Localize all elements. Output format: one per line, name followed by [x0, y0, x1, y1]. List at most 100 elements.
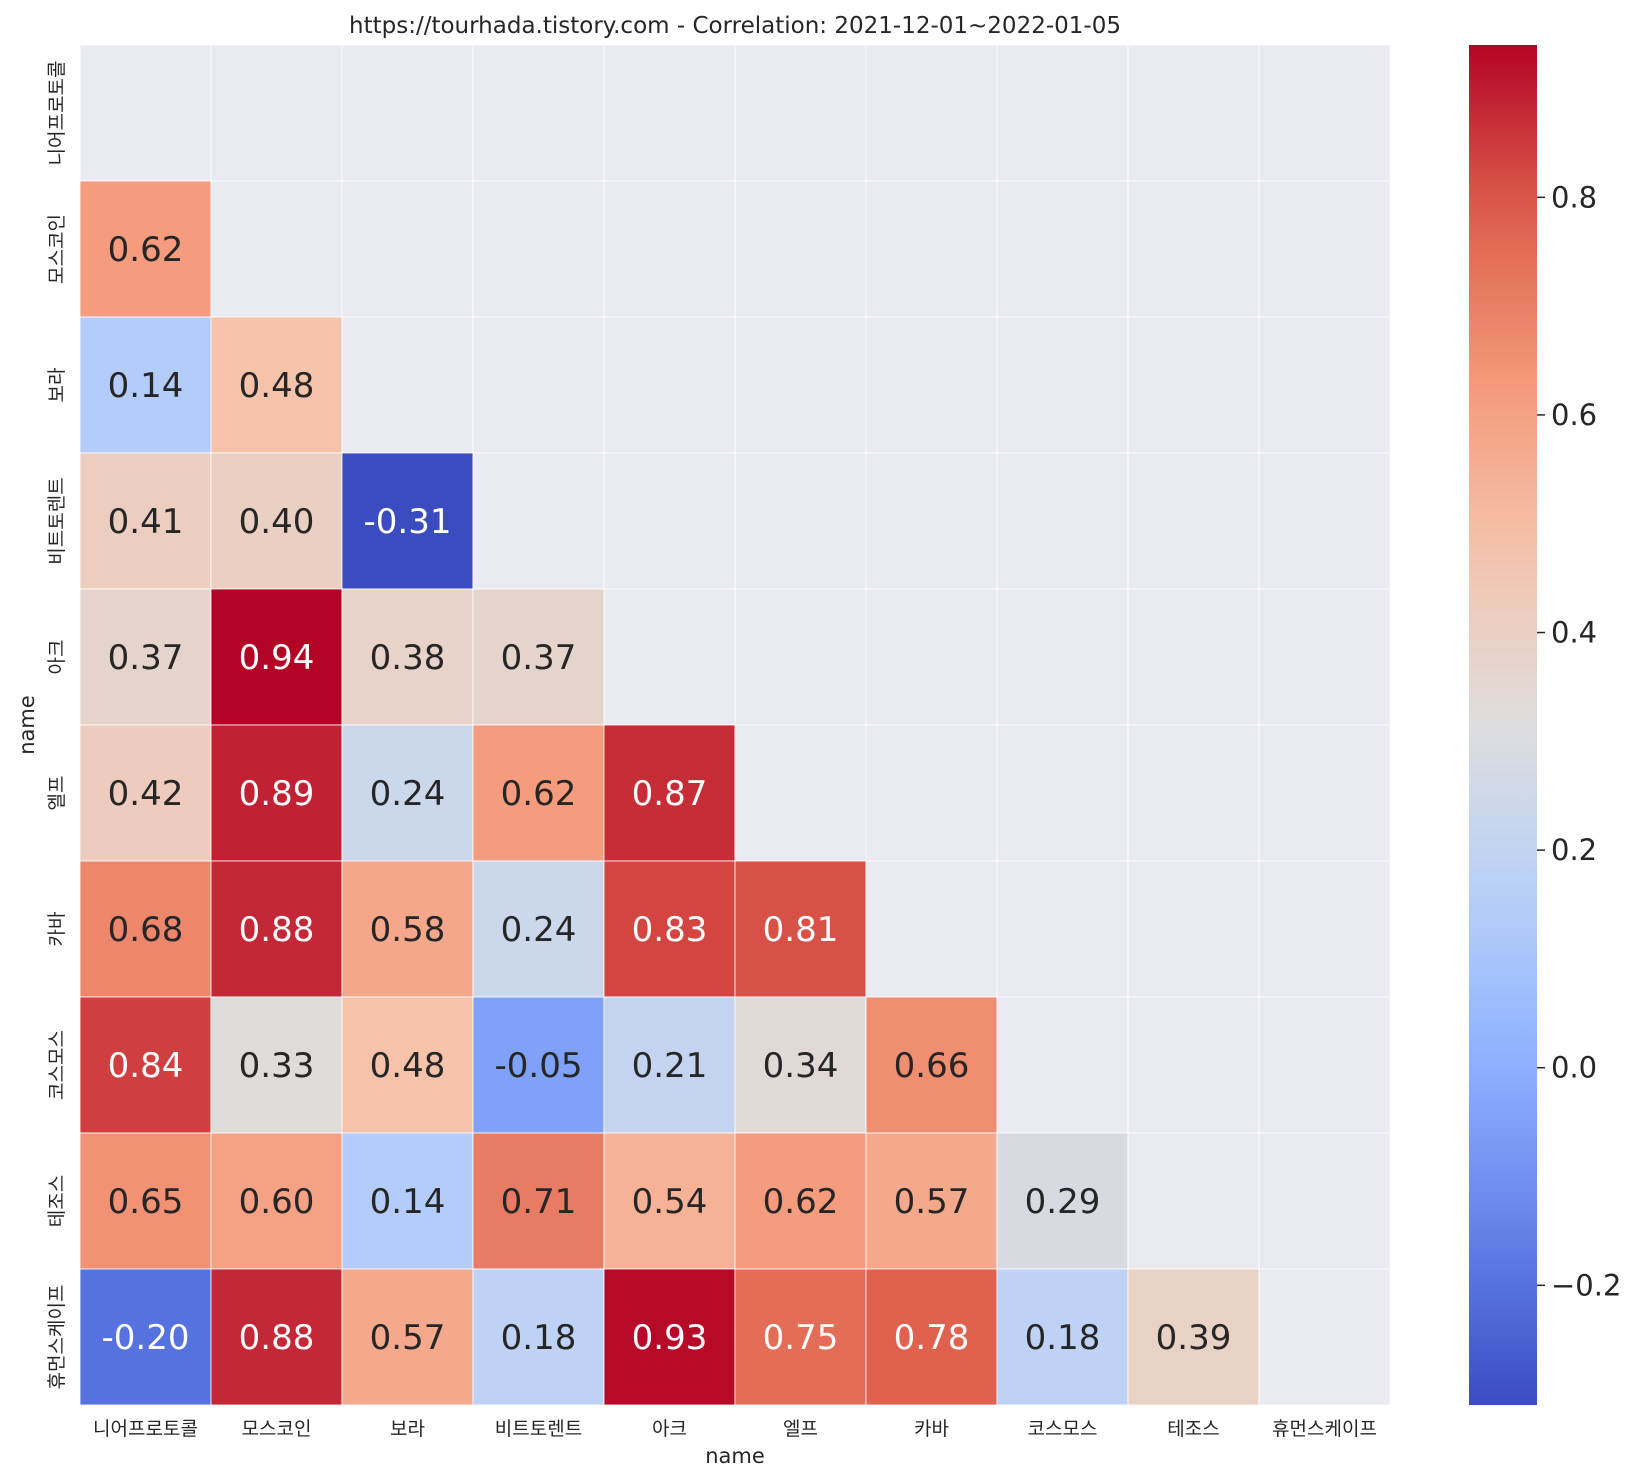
- heatmap-cell: [341, 588, 474, 726]
- cell-value-label: 0.14: [108, 366, 184, 406]
- x-tick-label: 비트토렌트: [495, 1418, 582, 1440]
- y-axis-label: name: [15, 695, 39, 755]
- cell-value-label: 0.84: [108, 1046, 184, 1086]
- masked-cell: [1127, 452, 1260, 590]
- cell-value-label: 0.54: [632, 1182, 708, 1222]
- cell-value-label: 0.37: [501, 638, 577, 678]
- masked-cell: [1127, 724, 1260, 862]
- cell-value-label: -0.20: [102, 1318, 190, 1358]
- cell-value-label: 0.65: [108, 1182, 184, 1222]
- cell-value-label: 0.39: [1156, 1318, 1232, 1358]
- masked-cell: [472, 180, 605, 318]
- cell-value-label: 0.24: [501, 910, 577, 950]
- masked-cell: [79, 44, 212, 182]
- heatmap-cell: [210, 996, 343, 1134]
- x-tick-label: 아크: [652, 1418, 687, 1440]
- cell-value-label: 0.18: [1025, 1318, 1101, 1358]
- masked-cell: [1127, 44, 1260, 182]
- masked-cell: [734, 724, 867, 862]
- heatmap-cell: [472, 860, 605, 998]
- heatmap-cell: [210, 1132, 343, 1270]
- cell-value-label: 0.42: [108, 774, 184, 814]
- colorbar-tick-label: 0.2: [1551, 833, 1597, 867]
- x-tick-label: 보라: [390, 1418, 425, 1440]
- heatmap-cell: [865, 1132, 998, 1270]
- masked-cell: [865, 316, 998, 454]
- cell-value-label: 0.37: [108, 638, 184, 678]
- colorbar-tick-label: −0.2: [1551, 1268, 1621, 1302]
- masked-cell: [603, 588, 736, 726]
- cell-value-label: 0.83: [632, 910, 708, 950]
- y-tick-label: 카바: [46, 912, 68, 947]
- cell-value-label: 0.34: [763, 1046, 839, 1086]
- heatmap-cell: [472, 1268, 605, 1406]
- colorbar: [1469, 45, 1537, 1405]
- cell-value-label: -0.31: [364, 502, 452, 542]
- masked-cell: [996, 44, 1129, 182]
- masked-cell: [865, 452, 998, 590]
- masked-cell: [865, 724, 998, 862]
- masked-cell: [865, 44, 998, 182]
- y-tick-label: 아크: [46, 640, 68, 675]
- masked-cell: [1258, 588, 1391, 726]
- masked-cell: [865, 180, 998, 318]
- masked-cell: [996, 316, 1129, 454]
- cell-value-label: 0.94: [239, 638, 315, 678]
- masked-cell: [1258, 1132, 1391, 1270]
- heatmap-cell: [79, 588, 212, 726]
- colorbar-tick-label: 0.6: [1551, 398, 1597, 432]
- masked-cell: [865, 860, 998, 998]
- y-tick-label: 니어프로토콜: [46, 61, 68, 166]
- heatmap-value-labels: 0.62 0.14 0.48 0.41 0.40 -0.31 0.37 0.94 0.38 0.3…: [102, 230, 1232, 1358]
- colorbar-tick-label: 0.0: [1551, 1051, 1597, 1085]
- cell-value-label: 0.14: [370, 1182, 446, 1222]
- x-tick-label: 휴먼스케이프: [1272, 1418, 1377, 1440]
- y-tick-label: 비트토렌트: [46, 477, 68, 564]
- heatmap-cell: [79, 1268, 212, 1406]
- masked-cell: [472, 44, 605, 182]
- masked-cell: [1127, 860, 1260, 998]
- masked-cell: [1127, 316, 1260, 454]
- heatmap-cell: [865, 996, 998, 1134]
- cell-value-label: 0.57: [370, 1318, 446, 1358]
- cell-value-label: 0.75: [763, 1318, 839, 1358]
- y-tick-label: 코스모스: [46, 1030, 68, 1100]
- cell-value-label: 0.81: [763, 910, 839, 950]
- masked-cell: [996, 724, 1129, 862]
- cell-value-label: 0.87: [632, 774, 708, 814]
- masked-cell: [734, 180, 867, 318]
- colorbar-tick-label: 0.8: [1551, 180, 1597, 214]
- y-tick-label: 휴먼스케이프: [46, 1285, 68, 1390]
- x-tick-label: 모스코인: [242, 1418, 312, 1440]
- heatmap-cell: [734, 1132, 867, 1270]
- cell-value-label: 0.57: [894, 1182, 970, 1222]
- cell-value-label: 0.88: [239, 910, 315, 950]
- cell-value-label: 0.48: [370, 1046, 446, 1086]
- masked-cell: [1258, 452, 1391, 590]
- masked-cell: [472, 316, 605, 454]
- masked-cell: [996, 860, 1129, 998]
- masked-cell: [865, 588, 998, 726]
- masked-cell: [341, 180, 474, 318]
- masked-cell: [1127, 180, 1260, 318]
- masked-cell: [210, 180, 343, 318]
- heatmap-cell: [79, 860, 212, 998]
- heatmap-cell: [341, 860, 474, 998]
- masked-cell: [1258, 1268, 1391, 1406]
- cell-value-label: 0.18: [501, 1318, 577, 1358]
- masked-cell: [734, 588, 867, 726]
- heatmap-cell: [210, 1268, 343, 1406]
- heatmap-cell: [210, 860, 343, 998]
- heatmap-cell: [603, 1132, 736, 1270]
- heatmap-cell: [341, 1132, 474, 1270]
- masked-cell: [1127, 588, 1260, 726]
- y-tick-label: 모스코인: [46, 214, 68, 284]
- cell-value-label: 0.48: [239, 366, 315, 406]
- x-tick-label: 코스모스: [1028, 1418, 1098, 1440]
- cell-value-label: 0.93: [632, 1318, 708, 1358]
- heatmap-cell: [603, 996, 736, 1134]
- x-axis-tick-labels: 니어프로토콜 모스코인 보라 비트토렌트 아크 엘프 카바 코스모스 테조스 휴먼스케이프: [93, 1418, 1377, 1440]
- colorbar-tick-label: 0.4: [1551, 616, 1597, 650]
- cell-value-label: 0.29: [1025, 1182, 1101, 1222]
